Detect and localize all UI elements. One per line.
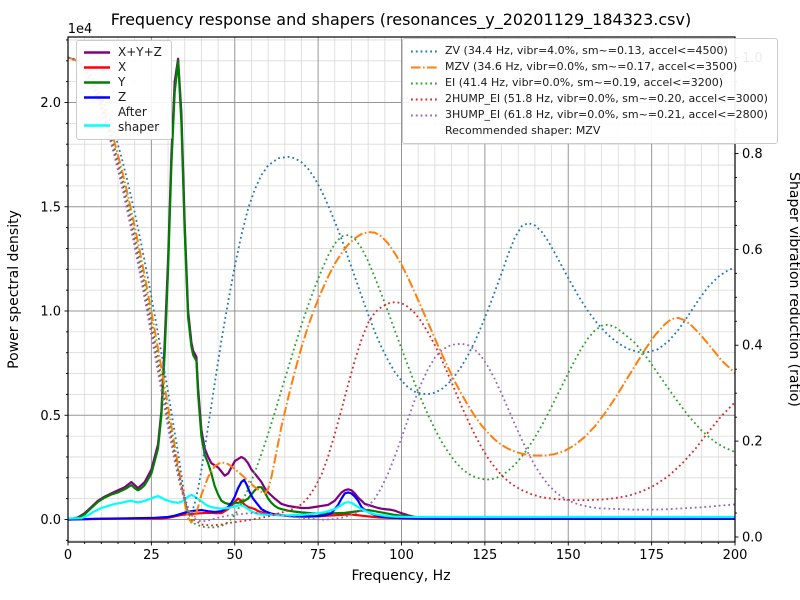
x-tick-label: 100: [389, 548, 414, 563]
x-tick-label: 0: [64, 548, 72, 563]
y-left-tick-label: 0.0: [40, 513, 61, 528]
legend-item: 2HUMP_EI (51.8 Hz, vibr=0.0%, sm~=0.20, …: [410, 91, 768, 107]
series-group: [68, 56, 735, 529]
legend-item-label: EI (41.4 Hz, vibr=0.0%, sm~=0.19, accel<…: [445, 76, 723, 89]
chart-title: Frequency response and shapers (resonanc…: [111, 10, 691, 30]
legend-item-label: 2HUMP_EI (51.8 Hz, vibr=0.0%, sm~=0.20, …: [445, 92, 768, 105]
x-tick-label: 25: [143, 548, 160, 563]
legend-line-sample: [411, 66, 437, 68]
legend-item-label: After shaper: [118, 105, 160, 134]
y-left-tick-label: 0.5: [40, 409, 61, 424]
y-left-tick-label: 1.5: [40, 200, 61, 215]
legend-item: ZV (34.4 Hz, vibr=4.0%, sm~=0.13, accel<…: [410, 43, 768, 59]
y-right-tick-label: 0.6: [742, 243, 763, 258]
legend-line-sample: [84, 51, 110, 54]
legend-item-label: ZV (34.4 Hz, vibr=4.0%, sm~=0.13, accel<…: [445, 44, 728, 57]
legend-item: MZV (34.6 Hz, vibr=0.0%, sm~=0.17, accel…: [410, 59, 768, 75]
x-axis-label: Frequency, Hz: [351, 568, 450, 584]
x-tick-label: 50: [226, 548, 243, 563]
y-left-tick-label: 1.0: [40, 305, 61, 320]
legend-item: X+Y+Z: [83, 45, 162, 60]
legend-line-sample: [84, 96, 110, 99]
psd-legend: X+Y+Z X Y Z After shaper: [76, 40, 172, 140]
y-axis-left-label: Power spectral density: [6, 210, 22, 369]
y-right-tick-label: 0.4: [742, 339, 763, 354]
series-ei: [68, 56, 735, 529]
legend-item: Z: [83, 90, 162, 105]
legend-line-sample: [411, 98, 437, 100]
y-right-tick-label: 0.8: [742, 147, 763, 162]
psd-scale-offset-label: 1e4: [68, 22, 93, 37]
legend-item-label: MZV (34.6 Hz, vibr=0.0%, sm~=0.17, accel…: [445, 60, 738, 73]
x-tick-label: 200: [723, 548, 748, 563]
y-right-tick-label: 0.0: [742, 531, 763, 546]
x-tick-label: 175: [639, 548, 664, 563]
recommended-shaper-text: Recommended shaper: MZV: [445, 124, 601, 137]
legend-line-sample: [84, 124, 110, 127]
legend-line-sample: [411, 114, 437, 116]
y-left-tick-label: 2.0: [40, 96, 61, 111]
legend-item: X: [83, 60, 162, 75]
ticks: [64, 39, 739, 546]
y-right-tick-label: 0.2: [742, 435, 763, 450]
x-tick-label: 150: [556, 548, 581, 563]
legend-item: After shaper: [83, 105, 162, 135]
series-mzv: [68, 56, 735, 524]
legend-line-sample: [411, 50, 437, 52]
legend-item-label: Z: [118, 90, 127, 104]
legend-item: EI (41.4 Hz, vibr=0.0%, sm~=0.19, accel<…: [410, 75, 768, 91]
legend-recommended-shaper: Recommended shaper: MZV: [410, 123, 768, 139]
legend-item-label: X: [118, 60, 127, 74]
series-2hump-ei: [68, 56, 735, 527]
x-tick-label: 75: [310, 548, 327, 563]
y-axis-right-label: Shaper vibration reduction (ratio): [786, 172, 800, 407]
legend-line-sample: [411, 82, 437, 84]
legend-item-label: Y: [118, 75, 126, 89]
legend-item-label: X+Y+Z: [118, 45, 162, 59]
series-zv: [68, 56, 735, 515]
legend-item: 3HUMP_EI (61.8 Hz, vibr=0.0%, sm~=0.21, …: [410, 107, 768, 123]
legend-line-sample: [84, 81, 110, 84]
x-tick-label: 125: [472, 548, 497, 563]
legend-line-sample: [84, 66, 110, 69]
series-after-shaper: [68, 493, 735, 520]
legend-item-label: 3HUMP_EI (61.8 Hz, vibr=0.0%, sm~=0.21, …: [445, 108, 768, 121]
legend-item: Y: [83, 75, 162, 90]
shaper-legend: ZV (34.4 Hz, vibr=4.0%, sm~=0.13, accel<…: [402, 38, 778, 144]
tick-labels: 0 25 50 75 100 125 150 175 200 0.0 0.5 1.0 1.5 2.0 0.0…: [40, 51, 762, 563]
